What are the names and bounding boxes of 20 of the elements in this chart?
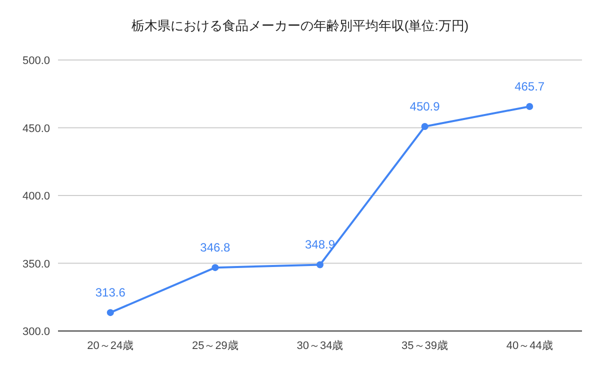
y-tick-label: 450.0 xyxy=(22,122,50,135)
y-tick-label: 300.0 xyxy=(22,326,50,338)
x-tick-label: 40～44歳 xyxy=(506,339,553,352)
x-tick-label: 35～39歳 xyxy=(402,339,448,352)
point xyxy=(106,309,114,316)
point xyxy=(212,264,219,272)
point xyxy=(421,123,428,130)
y-tick-label: 500.0 xyxy=(22,55,50,67)
data-label: 465.7 xyxy=(514,79,545,94)
data-label: 450.9 xyxy=(410,100,440,114)
x-tick-label: 20～24歳 xyxy=(87,339,134,352)
y-tick-label: 350.0 xyxy=(22,258,50,270)
point xyxy=(526,102,534,110)
data-label: 313.6 xyxy=(95,286,126,300)
x-tick-label: 30～34歳 xyxy=(296,339,344,352)
x-tick-label: 25～29歳 xyxy=(192,339,238,352)
chart-title: 栃木県における食品メーカーの年齢別平均年収(単位:万円) xyxy=(131,18,469,33)
y-tick-label: 400.0 xyxy=(22,190,50,202)
data-label: 346.8 xyxy=(200,240,231,255)
point xyxy=(316,261,324,268)
